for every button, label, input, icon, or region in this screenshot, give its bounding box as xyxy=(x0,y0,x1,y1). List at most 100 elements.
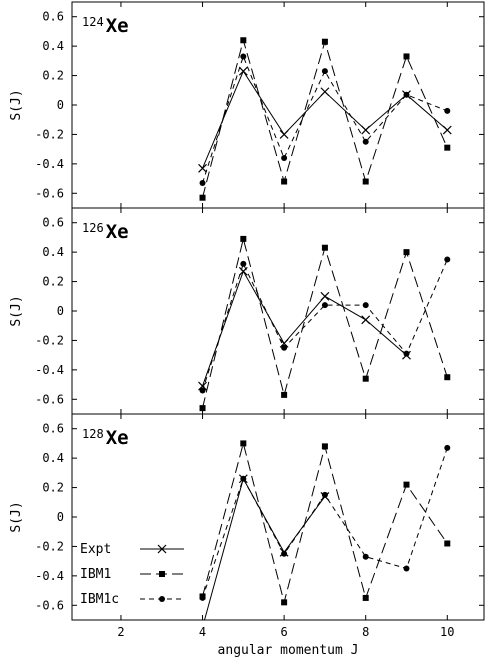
x-tick-label: 6 xyxy=(281,625,288,639)
panel-124xe: 0.6 0.4 0.2 0 -0.2 -0.4 -0.6 S(J) 124 Xe xyxy=(9,1,485,209)
y-tick-label: 0.2 xyxy=(42,275,64,289)
point-ibm1c xyxy=(240,260,247,267)
point-ibm1 xyxy=(444,374,451,381)
panel-128xe: 0.6 0.4 0.2 0 -0.2 -0.4 -0.6 S(J) 128 Xe xyxy=(9,413,485,621)
point-ibm1c xyxy=(199,179,206,186)
legend-marker-ibm1c xyxy=(159,596,165,602)
point-expt xyxy=(198,381,207,391)
nucleus-mass-number: 124 xyxy=(82,15,104,29)
legend: Expt IBM1 IBM1c xyxy=(80,542,184,607)
y-tick-label: -0.2 xyxy=(35,539,64,553)
series-line-ibm1c xyxy=(202,447,448,599)
point-ibm1 xyxy=(444,144,451,151)
point-ibm1c xyxy=(362,138,369,145)
x-tick-label: 4 xyxy=(199,625,206,639)
y-tick-label: 0.4 xyxy=(42,451,64,465)
point-expt xyxy=(279,338,289,348)
series-line-expt xyxy=(202,70,448,169)
point-ibm1 xyxy=(321,244,328,251)
point-expt xyxy=(320,87,330,97)
point-ibm1c xyxy=(362,553,369,560)
point-ibm1 xyxy=(240,37,247,44)
plot-frame xyxy=(71,1,485,209)
y-tick-label: 0 xyxy=(57,98,64,112)
point-expt xyxy=(442,125,452,135)
point-ibm1c xyxy=(281,550,288,557)
point-ibm1c xyxy=(199,387,206,394)
nucleus-mass-number: 126 xyxy=(82,221,104,235)
point-expt xyxy=(361,125,371,135)
point-ibm1 xyxy=(444,540,451,547)
series-line-ibm1 xyxy=(202,441,448,605)
point-ibm1c xyxy=(281,154,288,161)
y-tick-label: 0.6 xyxy=(42,422,64,436)
nucleus-symbol: Xe xyxy=(106,427,129,449)
y-tick-label: 0.2 xyxy=(42,481,64,495)
point-ibm1 xyxy=(281,391,288,398)
y-tick-label: -0.6 xyxy=(35,186,64,200)
point-ibm1c xyxy=(321,68,328,75)
legend-label-ibm1c: IBM1c xyxy=(80,592,119,607)
point-ibm1 xyxy=(362,594,369,601)
x-axis-label: angular momentum J xyxy=(218,643,359,658)
legend-marker-expt xyxy=(157,544,167,554)
point-ibm1 xyxy=(240,235,247,242)
point-expt xyxy=(320,291,330,301)
point-expt xyxy=(198,163,207,173)
point-ibm1 xyxy=(321,443,328,450)
nucleus-mass-number: 128 xyxy=(82,427,104,441)
y-tick-label: 0.4 xyxy=(42,245,64,259)
panel-126xe: 0.6 0.4 0.2 0 -0.2 -0.4 -0.6 S(J) 126 Xe xyxy=(9,207,485,415)
point-ibm1 xyxy=(281,599,288,606)
series-line-ibm1 xyxy=(202,238,448,409)
series-layer xyxy=(198,235,451,412)
point-ibm1c xyxy=(403,565,410,572)
nucleus-symbol: Xe xyxy=(106,221,129,243)
y-tick-label: 0 xyxy=(57,304,64,318)
nucleus-label: 126 Xe xyxy=(82,221,129,243)
point-ibm1c xyxy=(281,344,288,351)
y-tick-label: 0.4 xyxy=(42,39,64,53)
point-ibm1 xyxy=(240,440,247,447)
y-axis-label: S(J) xyxy=(9,501,24,532)
point-ibm1 xyxy=(362,375,369,382)
point-expt xyxy=(238,266,248,276)
point-ibm1c xyxy=(321,491,328,498)
series-line-expt xyxy=(204,477,326,620)
point-ibm1 xyxy=(403,249,410,256)
x-tick-label: 10 xyxy=(440,625,454,639)
y-tick-label: -0.2 xyxy=(35,127,64,141)
series-line-ibm1 xyxy=(202,38,448,198)
point-ibm1c xyxy=(321,302,328,309)
x-tick-label: 8 xyxy=(362,625,369,639)
plot-frame xyxy=(71,207,485,415)
point-ibm1c xyxy=(403,91,410,98)
point-ibm1 xyxy=(281,178,288,185)
y-axis-label: S(J) xyxy=(9,89,24,120)
point-ibm1 xyxy=(403,53,410,60)
y-tick-label: 0.6 xyxy=(42,10,64,24)
y-tick-label: 0.2 xyxy=(42,69,64,83)
plot-frame xyxy=(71,413,485,621)
y-axis-label: S(J) xyxy=(9,295,24,326)
point-expt xyxy=(238,66,248,76)
series-line-ibm1c xyxy=(202,259,448,391)
point-ibm1c xyxy=(362,302,369,309)
point-ibm1c xyxy=(444,256,451,263)
point-ibm1 xyxy=(199,405,206,412)
legend-label-expt: Expt xyxy=(80,542,111,557)
nucleus-symbol: Xe xyxy=(106,15,129,37)
point-ibm1 xyxy=(321,38,328,45)
y-tick-label: 0.6 xyxy=(42,216,64,230)
y-tick-label: -0.4 xyxy=(35,363,64,377)
legend-label-ibm1: IBM1 xyxy=(80,567,111,582)
x-tick-label: 2 xyxy=(117,625,124,639)
y-tick-label: -0.4 xyxy=(35,157,64,171)
point-ibm1c xyxy=(240,53,247,60)
point-ibm1c xyxy=(444,444,451,451)
point-ibm1 xyxy=(199,194,206,201)
nucleus-label: 124 Xe xyxy=(82,15,129,37)
y-tick-label: -0.4 xyxy=(35,569,64,583)
point-ibm1 xyxy=(403,481,410,488)
nucleus-label: 128 Xe xyxy=(82,427,129,449)
